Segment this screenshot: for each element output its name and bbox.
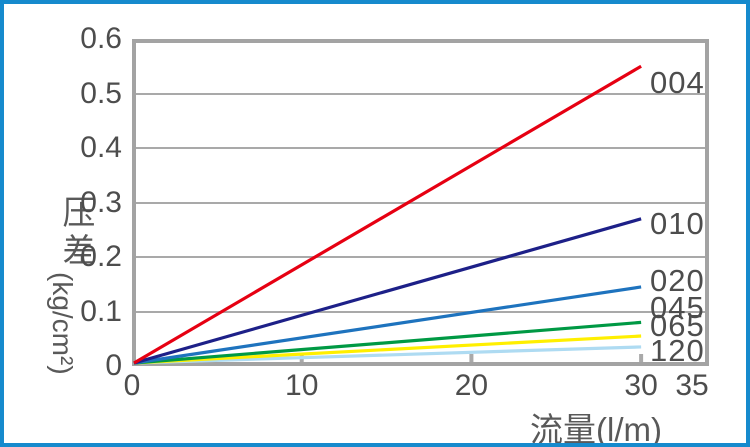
- gridline: [135, 310, 706, 313]
- series-label-020: 020: [650, 262, 705, 298]
- x-tick-label: 0: [123, 369, 141, 402]
- series-line-120: [133, 345, 642, 365]
- plot-area: [132, 39, 709, 366]
- y-tick-label: 0.2: [80, 240, 122, 273]
- series-label-010: 010: [650, 206, 705, 242]
- y-tick-label: 0.5: [80, 76, 122, 110]
- x-tick-label: 20: [454, 369, 489, 402]
- x-axis-title: 流量(l/m): [530, 411, 662, 447]
- y-tick-label: 0.6: [80, 22, 122, 55]
- x-tick-label: 10: [285, 369, 319, 402]
- chart-lines-layer: [133, 64, 644, 365]
- x-tick-label: 30: [624, 369, 658, 402]
- x-axis-tick-mark: [639, 354, 644, 362]
- series-label-004: 004: [650, 64, 705, 100]
- y-tick-label: 0.4: [80, 131, 122, 164]
- gridline: [135, 92, 706, 95]
- series-line-045: [133, 320, 642, 365]
- y-axis-title: 压差: [58, 195, 95, 271]
- y-tick-label: 0.1: [80, 294, 122, 328]
- series-label-120: 120: [650, 332, 705, 368]
- series-line-065: [133, 334, 642, 365]
- gridline: [135, 147, 706, 149]
- series-line-004: [133, 64, 642, 365]
- series-line-020: [133, 285, 642, 365]
- gridline: [135, 201, 706, 204]
- series-label-045: 045: [650, 290, 705, 326]
- series-line-010: [133, 217, 642, 365]
- x-tick-label: 35: [675, 369, 709, 402]
- y-axis-unit: (kg/cm²): [47, 272, 78, 375]
- y-tick-label: 0.3: [80, 185, 122, 219]
- series-label-065: 065: [650, 308, 705, 344]
- y-tick-label: 0: [105, 349, 122, 382]
- x-axis-tick-mark: [469, 354, 474, 362]
- gridline: [135, 256, 706, 258]
